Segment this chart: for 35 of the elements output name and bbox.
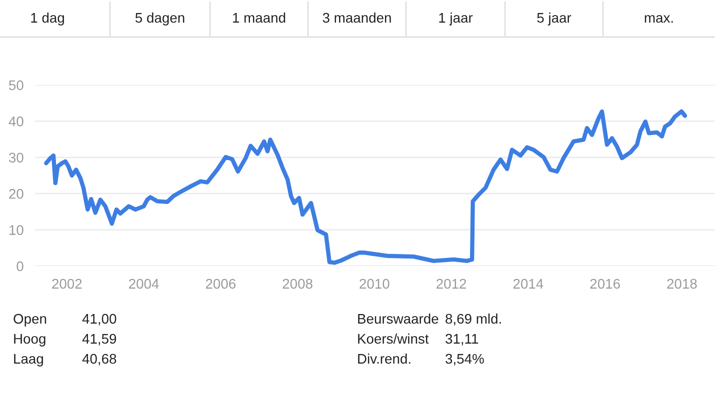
y-tick-label: 50 <box>8 80 24 90</box>
x-tick-label: 2002 <box>52 278 82 289</box>
text: 1 dag <box>31 12 64 26</box>
y-tick-label: 0 <box>16 261 24 272</box>
text: Hoog <box>14 334 46 346</box>
text: Beurswaarde <box>358 314 438 324</box>
text: Open <box>14 314 46 326</box>
text: 31,11 <box>446 334 478 346</box>
x-tick-label: 2008 <box>282 278 312 289</box>
text: max. <box>644 15 673 23</box>
x-tick-label: 2016 <box>590 278 620 289</box>
x-tick-label: 2014 <box>513 278 544 289</box>
text: 3 maanden <box>322 12 391 23</box>
x-tick-label: 2010 <box>360 278 390 289</box>
text: 8,69 mld. <box>446 314 501 326</box>
y-tick-label: 40 <box>8 116 24 126</box>
text: 5 jaar <box>537 12 572 26</box>
text: Laag <box>14 354 43 366</box>
x-tick-label: 2018 <box>667 278 697 289</box>
text: 41,00 <box>82 314 116 326</box>
text: Koers/winst <box>358 334 429 344</box>
text: 5 dagen <box>135 12 184 26</box>
text: 40,68 <box>82 354 116 366</box>
line-series <box>44 109 688 265</box>
x-tick-label: 2004 <box>129 278 159 289</box>
text: Div.rend. <box>358 354 410 364</box>
y-tick-label: 10 <box>10 225 24 235</box>
text: 3,54% <box>446 354 484 366</box>
x-tick-label: 2006 <box>206 278 236 289</box>
text: 1 jaar <box>439 12 473 26</box>
text: 1 maand <box>233 12 286 23</box>
x-tick-label: 2012 <box>436 278 466 289</box>
y-tick-label: 30 <box>8 152 24 163</box>
text: 41,59 <box>82 334 116 346</box>
y-tick-label: 20 <box>9 188 24 199</box>
